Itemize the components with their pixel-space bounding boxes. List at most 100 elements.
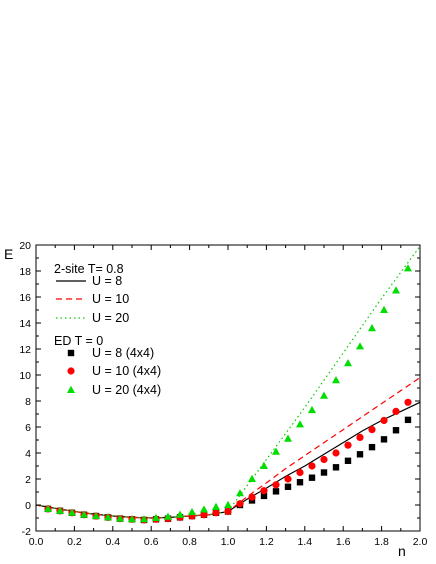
- series-marker-3: [80, 510, 88, 518]
- y-axis-title: E: [4, 246, 13, 262]
- legend-label-line-3: U = 20: [92, 311, 129, 325]
- y-tick-label: 12: [19, 344, 31, 356]
- series-marker-3: [248, 474, 256, 482]
- y-tick-label: 0: [25, 500, 31, 512]
- series-marker-2: [248, 493, 256, 501]
- series-marker-3: [404, 264, 412, 272]
- series-marker-3: [68, 508, 76, 516]
- y-tick-label: 2: [25, 474, 31, 486]
- series-marker-1: [356, 451, 364, 458]
- legend-label-marker-2: U = 10 (4x4): [92, 364, 161, 378]
- x-axis-title: n: [398, 543, 406, 559]
- series-marker-1: [368, 443, 376, 451]
- legend-label-line-1: U = 8: [92, 274, 122, 288]
- x-tick-label: 0.0: [29, 536, 44, 548]
- legend-marker-1: [67, 349, 75, 357]
- series-marker-3: [200, 505, 208, 513]
- series-marker-3: [92, 511, 100, 520]
- series-line-2: [35, 377, 421, 519]
- legend-marker-3: [67, 385, 75, 393]
- legend-header-model: 2-site T= 0.8: [54, 262, 124, 276]
- series-marker-3: [164, 512, 172, 520]
- y-tick-label: 18: [19, 266, 31, 278]
- legend-header-ed: ED T = 0: [54, 334, 103, 348]
- series-marker-3: [260, 461, 268, 469]
- x-tick-label: 1.2: [259, 536, 274, 548]
- x-tick-label: 1.0: [221, 536, 236, 548]
- y-tick-label: 6: [25, 422, 31, 434]
- series-marker-2: [332, 449, 340, 457]
- series-marker-2: [200, 511, 208, 519]
- series-marker-3: [284, 434, 292, 442]
- series-marker-1: [308, 474, 316, 481]
- series-marker-2: [272, 481, 280, 489]
- x-tick-label: 0.6: [144, 536, 159, 548]
- y-tick-label: 10: [19, 370, 31, 382]
- series-marker-3: [356, 342, 364, 350]
- series-marker-3: [380, 305, 388, 313]
- y-tick-label: 4: [25, 448, 31, 460]
- axis-ticks: 0.0 0.2 0.4 0.6 0.8 1.0 1.2 1.4 1.6 1.8 2.0 -2 0 2 4 6 8…: [19, 240, 427, 548]
- series-marker-3: [332, 376, 340, 384]
- series-marker-3: [320, 391, 328, 399]
- series-marker-3: [368, 324, 376, 332]
- series-marker-3: [116, 514, 124, 522]
- series-marker-3: [272, 447, 280, 455]
- series-marker-3: [104, 513, 112, 521]
- series-marker-1: [260, 492, 268, 500]
- series-marker-2: [404, 398, 412, 406]
- series-marker-2: [236, 500, 244, 508]
- x-tick-label: 1.4: [297, 536, 312, 548]
- series-marker-3: [128, 515, 136, 523]
- series-marker-3: [212, 502, 220, 510]
- y-tick-label: 16: [19, 292, 31, 304]
- series-marker-2: [212, 509, 220, 517]
- series-marker-2: [284, 475, 292, 483]
- series-marker-3: [140, 515, 148, 523]
- x-tick-label: 2.0: [413, 536, 428, 548]
- series-marker-1: [284, 483, 292, 490]
- series-marker-3: [44, 504, 52, 512]
- series-line-1: [35, 401, 421, 519]
- series-marker-2: [380, 416, 388, 425]
- series-marker-2: [368, 426, 376, 434]
- series-marker-3: [152, 513, 160, 521]
- legend-marker-2: [67, 367, 75, 375]
- series-marker-1: [392, 427, 400, 434]
- series-marker-1: [404, 416, 412, 424]
- series-marker-2: [356, 433, 364, 441]
- y-tick-label: 20: [19, 240, 31, 252]
- series-marker-1: [332, 464, 340, 471]
- series-marker-1: [344, 457, 352, 464]
- series-marker-2: [392, 407, 400, 415]
- y-tick-label: 8: [25, 396, 31, 408]
- legend-label-marker-1: U = 8 (4x4): [92, 346, 154, 360]
- x-tick-label: 0.4: [105, 536, 120, 548]
- series-marker-3: [188, 507, 196, 516]
- plot-marks: [35, 245, 421, 524]
- legend-label-line-2: U = 10: [92, 292, 129, 306]
- series-marker-2: [344, 441, 352, 449]
- series-marker-1: [272, 488, 280, 495]
- series-marker-3: [344, 359, 352, 367]
- series-marker-3: [296, 420, 304, 428]
- series-marker-2: [260, 487, 268, 495]
- series-marker-2: [308, 462, 316, 470]
- x-tick-label: 1.8: [374, 536, 389, 548]
- series-marker-1: [380, 436, 388, 443]
- series-marker-3: [392, 286, 400, 294]
- y-tick-label: -2: [22, 526, 31, 538]
- series-marker-3: [56, 506, 64, 514]
- legend: 2-site T= 0.8 ED T = 0 U = 8 U = 10 U = 20…: [54, 262, 161, 397]
- series-marker-2: [320, 455, 328, 464]
- series-marker-2: [224, 507, 232, 516]
- series-marker-3: [236, 489, 244, 497]
- series-marker-1: [296, 479, 304, 486]
- x-tick-label: 0.8: [182, 536, 197, 548]
- series-marker-3: [308, 405, 316, 414]
- x-tick-label: 0.2: [67, 536, 82, 548]
- series-marker-3: [224, 500, 232, 508]
- legend-label-marker-3: U = 20 (4x4): [92, 383, 161, 397]
- series-marker-2: [296, 468, 304, 477]
